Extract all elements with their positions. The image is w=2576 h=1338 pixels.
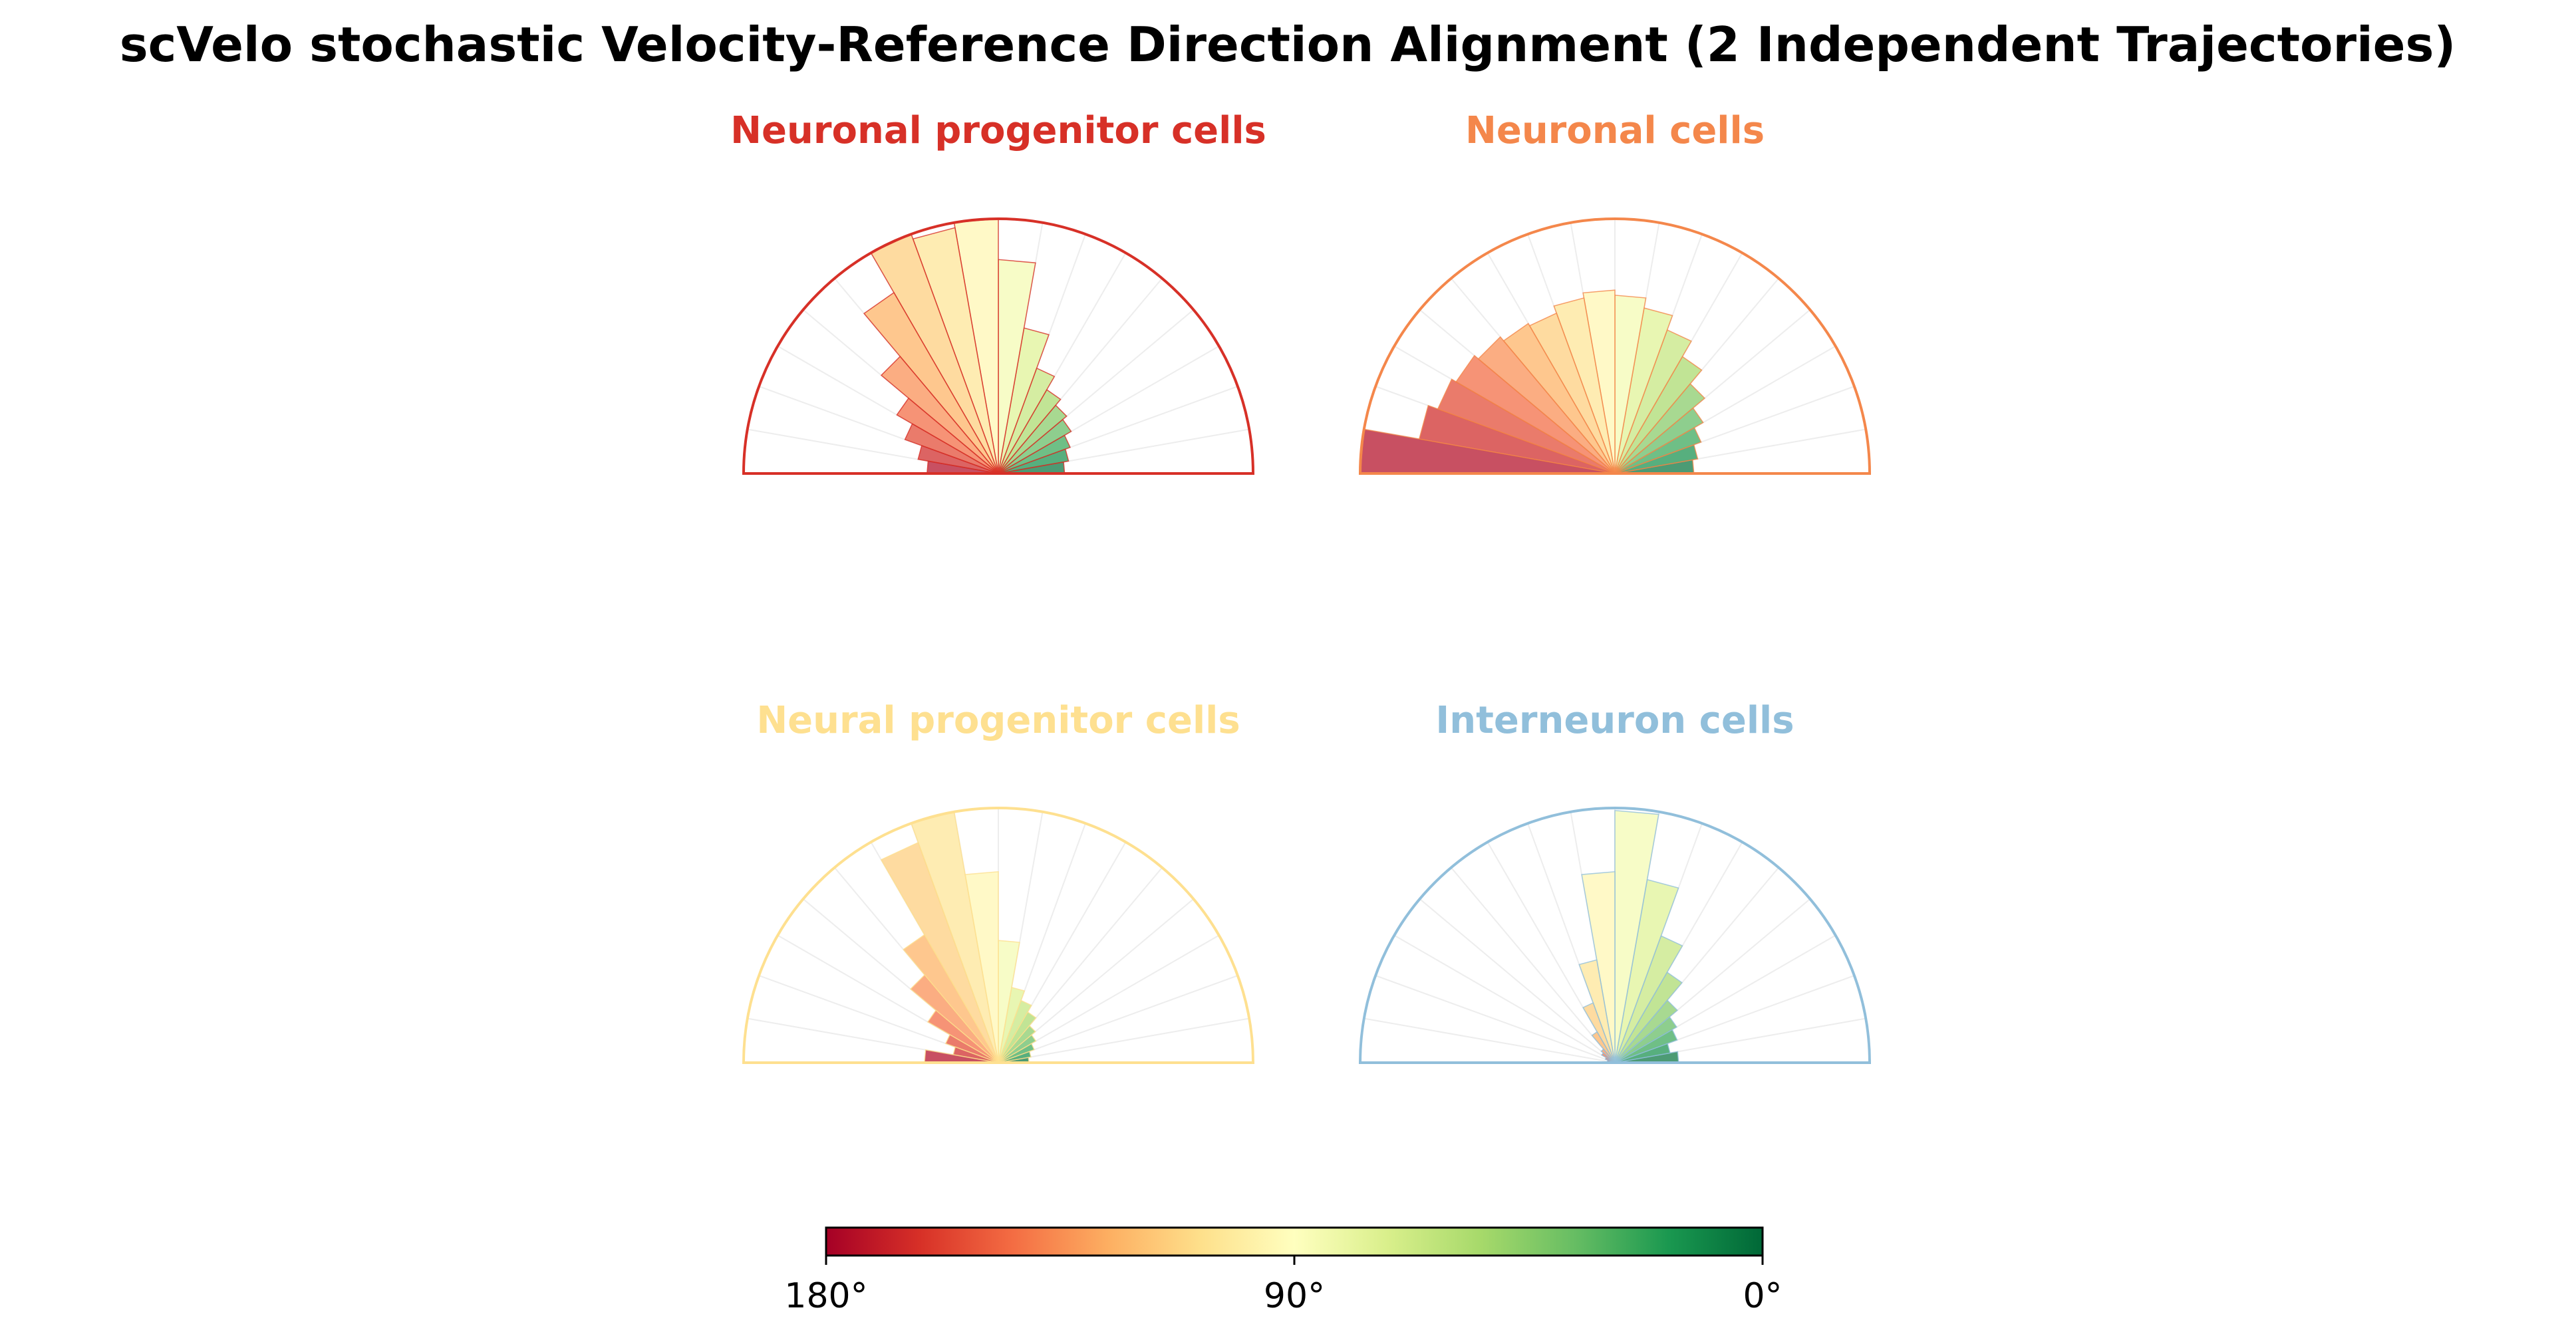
colorbar: 180° 90° 0° [784,1226,1783,1316]
panel-title-interneuron-cells: Interneuron cells [1435,699,1794,742]
radial-gridline [1451,867,1616,1063]
radial-gridline [1375,975,1616,1063]
polar-panel-4: Interneuron cells [1358,699,1872,1064]
panel-title-neuronal-cells: Neuronal cells [1465,109,1765,152]
radial-gridline [1419,898,1616,1063]
radial-gridline [1393,934,1616,1063]
panel-title-neuronal-progenitor-cells: Neuronal progenitor cells [730,109,1266,152]
colorbar-label-90: 90° [1264,1276,1325,1316]
radial-gridline [998,1017,1250,1063]
polar-outline [742,217,1255,475]
colorbar-bar [825,1226,1764,1257]
polar-panels: Neuronal progenitor cells Neuronal cells N… [730,109,1872,1064]
figure-title: scVelo stochastic Velocity-Reference Dir… [120,17,2456,72]
polar-outline [742,807,1255,1064]
colorbar-label-0: 0° [1743,1276,1782,1316]
radial-gridline [998,975,1238,1063]
colorbar-label-180: 180° [784,1276,867,1316]
polar-panel-1: Neuronal progenitor cells [730,109,1266,475]
polar-panel-2: Neuronal cells [1358,109,1872,475]
polar-outline [1358,217,1872,475]
radial-gridline [1363,1017,1616,1063]
panel-title-neural-progenitor-cells: Neural progenitor cells [756,699,1240,742]
polar-outline [1358,807,1872,1064]
polar-panel-3: Neural progenitor cells [742,699,1255,1064]
